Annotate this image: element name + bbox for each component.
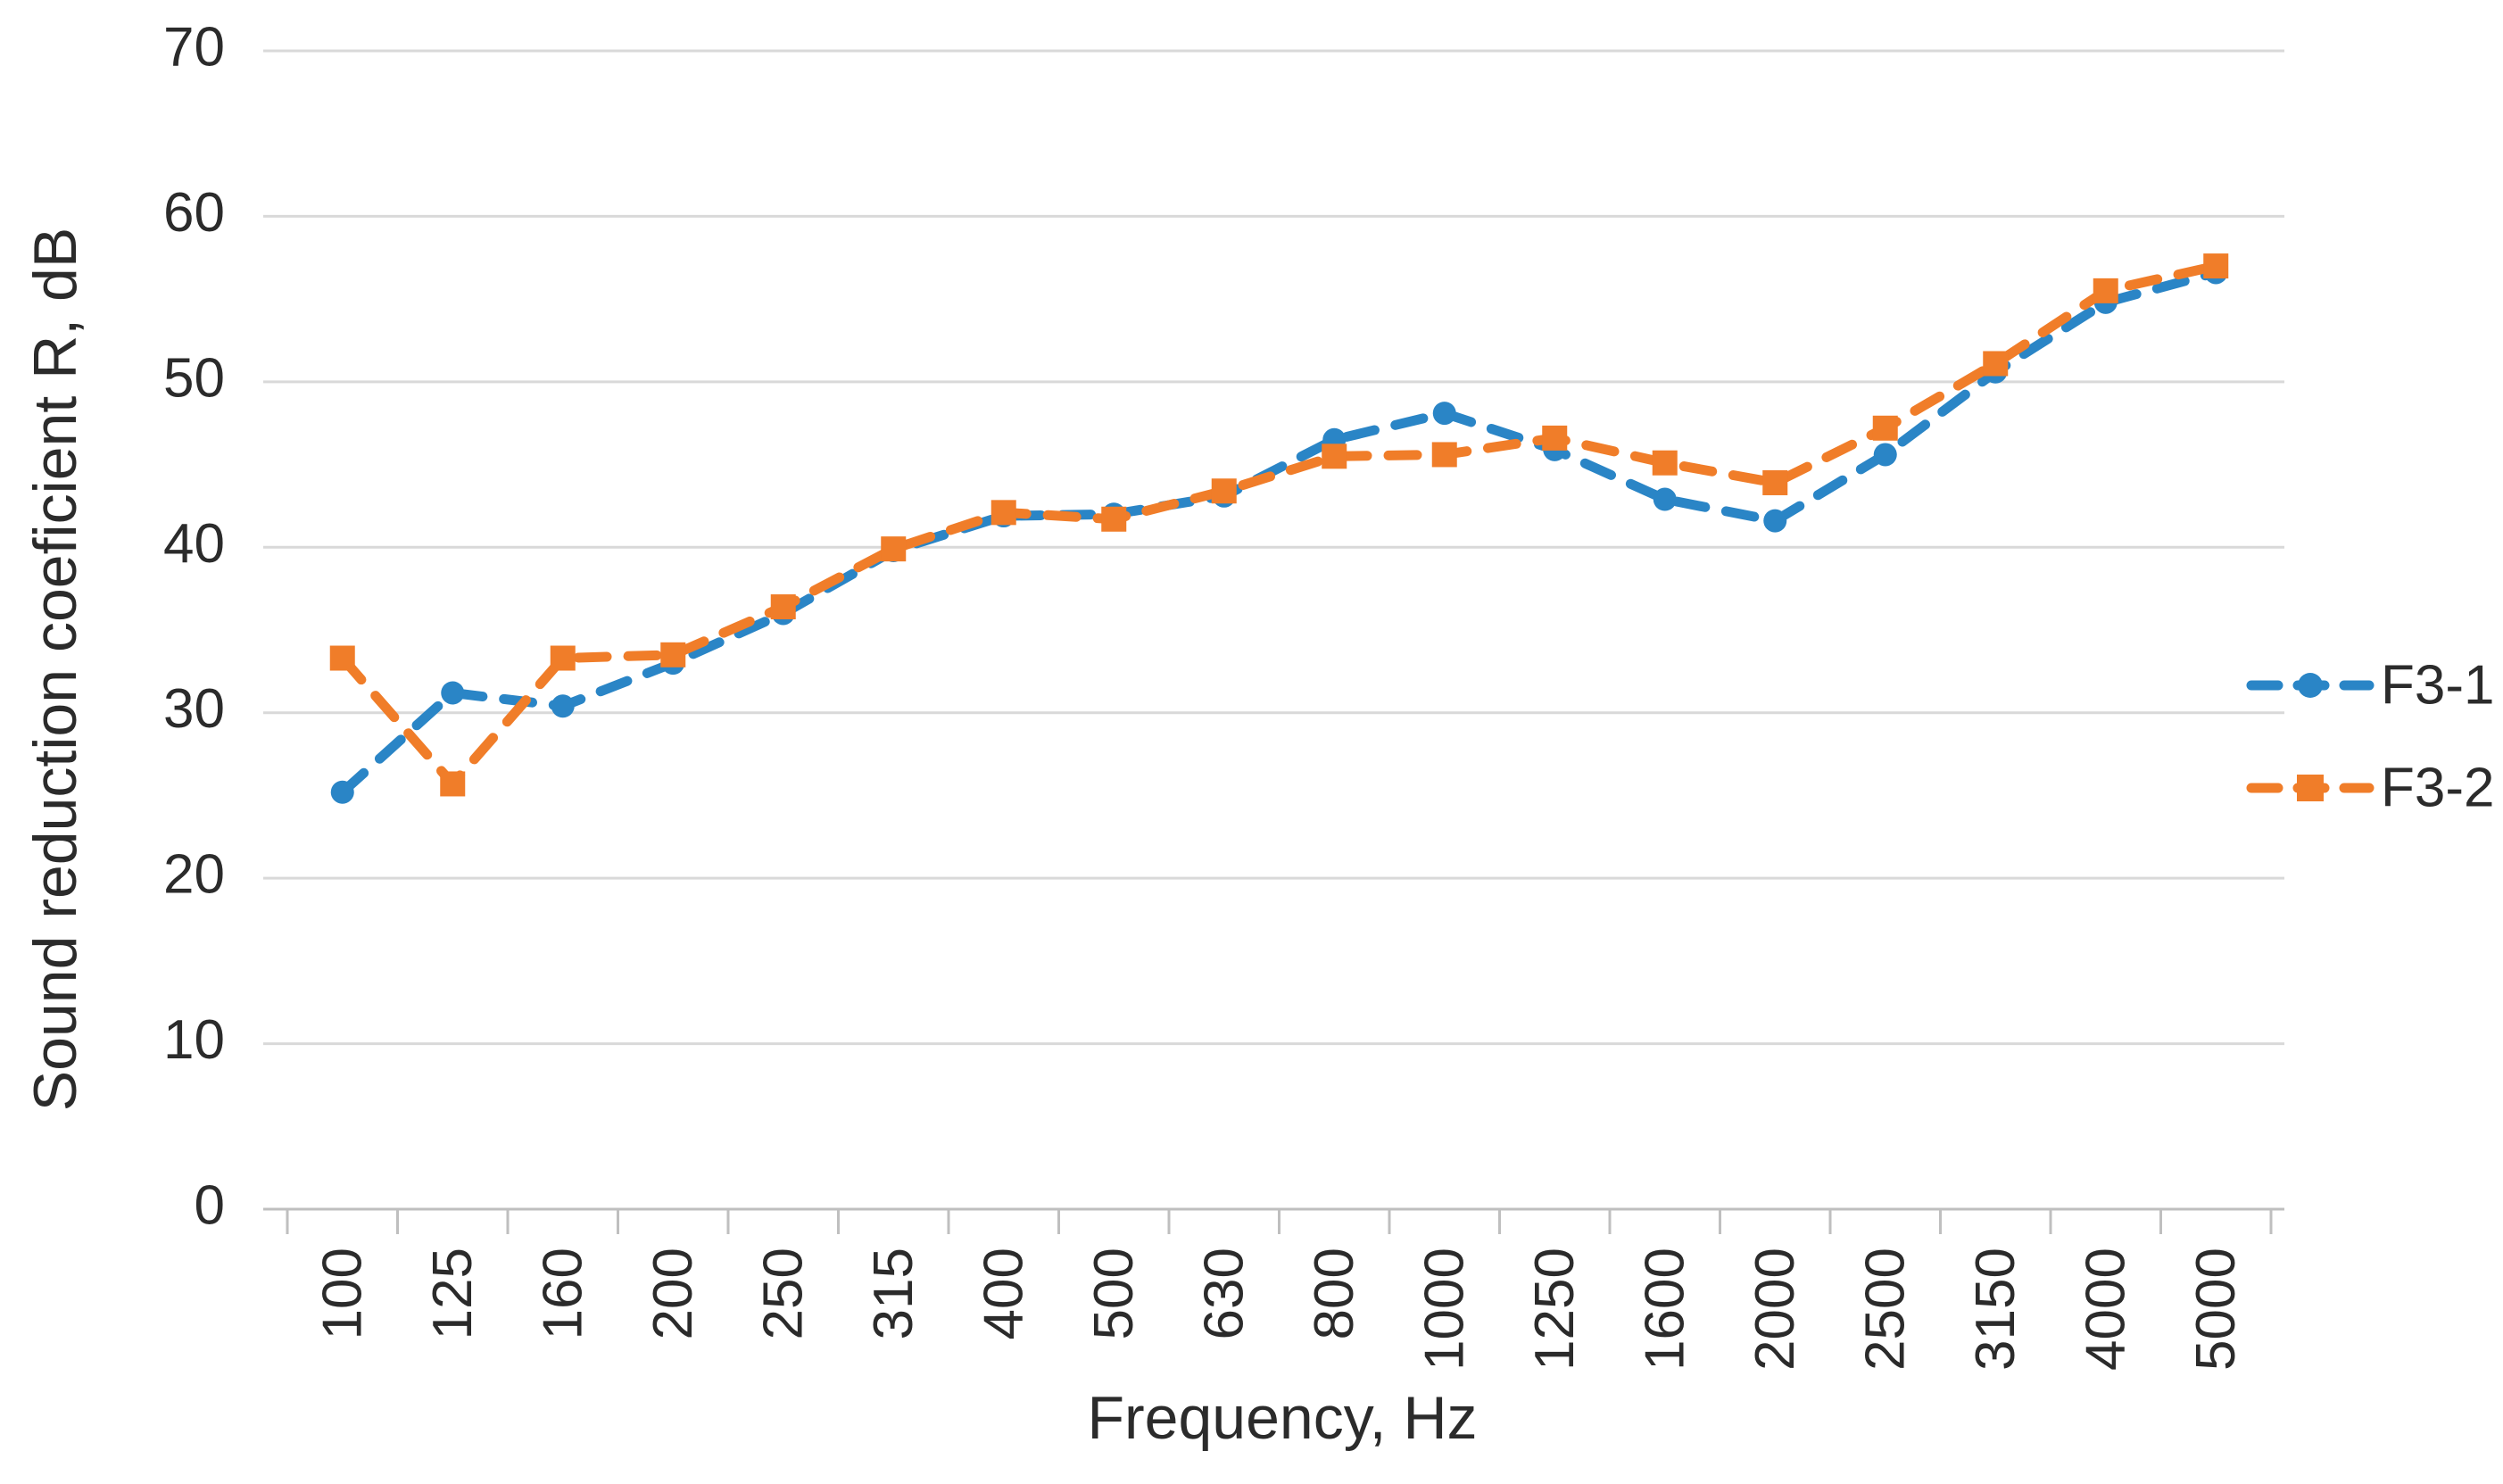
- x-tick-label: 250: [752, 1248, 814, 1339]
- legend-item-f3-1: F3-1: [2246, 655, 2494, 717]
- data-point-square: [2203, 253, 2229, 279]
- data-point-square: [1542, 425, 1568, 451]
- data-point-circle: [1873, 443, 1897, 467]
- y-tick-label: 50: [163, 347, 225, 409]
- y-tick-label: 70: [163, 17, 225, 79]
- x-tick-label: 800: [1304, 1248, 1365, 1339]
- legend: F3-1 F3-2: [2246, 655, 2494, 819]
- x-tick-label: 2500: [1854, 1248, 1916, 1371]
- data-point-square: [1431, 442, 1457, 468]
- data-point-circle: [441, 681, 465, 705]
- x-tick-label: 100: [311, 1248, 373, 1339]
- legend-label: F3-2: [2381, 758, 2494, 819]
- data-point-square: [1983, 351, 2009, 377]
- data-point-square: [1652, 450, 1678, 476]
- x-tick-label: 1250: [1524, 1248, 1586, 1371]
- series-f3-1-line: [337, 268, 2221, 798]
- y-axis-title: Sound reduction coeficient R, dB: [21, 228, 89, 1111]
- data-point-square: [770, 594, 796, 620]
- x-tick-label: 160: [532, 1248, 593, 1339]
- data-point-square: [881, 536, 907, 562]
- data-point-square: [440, 771, 466, 797]
- legend-label: F3-1: [2381, 655, 2494, 717]
- legend-item-f3-2: F3-2: [2246, 758, 2494, 819]
- x-tick-label: 2000: [1745, 1248, 1806, 1371]
- data-point-circle: [1653, 487, 1677, 511]
- data-series: [329, 253, 2229, 804]
- series-f3-2-line: [337, 261, 2221, 792]
- data-point-square: [2093, 278, 2118, 303]
- y-tick-label: 10: [163, 1009, 225, 1071]
- y-tick-label: 40: [163, 513, 225, 575]
- data-point-square: [1322, 444, 1347, 469]
- y-axis-tick-labels: 0 10 20 30 40 50 60 70: [163, 17, 225, 1237]
- x-tick-label: 400: [973, 1248, 1034, 1339]
- data-point-circle: [551, 694, 575, 718]
- x-tick-label: 315: [863, 1248, 924, 1339]
- gridlines: [263, 49, 2284, 1211]
- x-tick-label: 3150: [1965, 1248, 2026, 1371]
- legend-marker-square: [2297, 775, 2324, 801]
- data-point-circle: [330, 780, 354, 804]
- x-tick-label: 4000: [2075, 1248, 2136, 1371]
- x-tick-label: 1600: [1634, 1248, 1695, 1371]
- data-point-square: [329, 645, 355, 671]
- legend-marker-circle: [2298, 673, 2323, 698]
- series-f3-2: [329, 253, 2229, 797]
- x-tick-label: 125: [422, 1248, 484, 1339]
- y-tick-label: 60: [163, 182, 225, 244]
- data-point-square: [1101, 506, 1127, 532]
- y-tick-label: 30: [163, 678, 225, 740]
- data-point-square: [990, 500, 1016, 526]
- x-tick-label: 200: [642, 1248, 704, 1339]
- x-tick-label: 630: [1193, 1248, 1255, 1339]
- data-point-square: [550, 645, 576, 671]
- x-tick-label: 1000: [1413, 1248, 1475, 1371]
- data-point-square: [1211, 478, 1237, 504]
- data-point-square: [660, 642, 686, 667]
- data-point-circle: [1432, 402, 1456, 426]
- x-tick-label: 5000: [2185, 1248, 2247, 1371]
- x-axis-title: Frequency, Hz: [1087, 1384, 1477, 1452]
- series-f3-1: [330, 261, 2228, 804]
- data-point-square: [1872, 415, 1898, 441]
- y-tick-label: 20: [163, 844, 225, 906]
- y-tick-label: 0: [195, 1175, 225, 1237]
- x-axis-tick-labels: 100 125 160 200 250 315 400 500 630 800 1000 1250 16…: [311, 1248, 2247, 1371]
- data-point-square: [1762, 469, 1788, 495]
- axis-tick-marks: [286, 1209, 2273, 1234]
- data-point-circle: [1763, 509, 1787, 533]
- x-tick-label: 500: [1083, 1248, 1145, 1339]
